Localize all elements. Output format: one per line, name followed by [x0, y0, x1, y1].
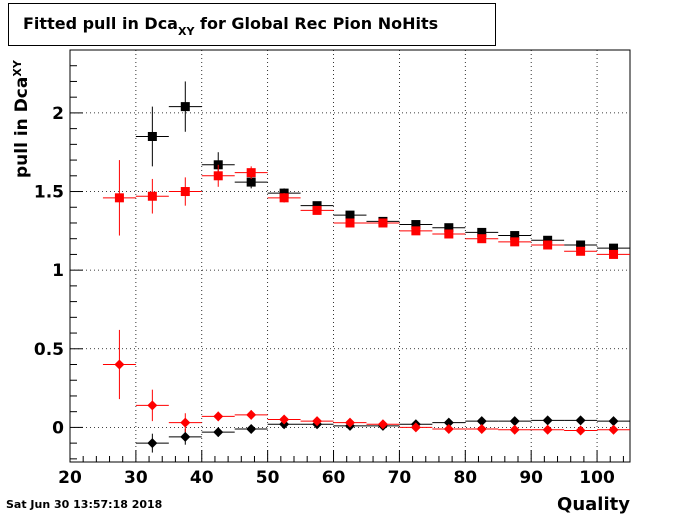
data-point [180, 417, 191, 428]
data-point [312, 416, 323, 427]
data-point [608, 416, 619, 427]
chart-title: Fitted pull in DcaXY for Global Rec Pion… [23, 14, 438, 38]
x-axis-label: Quality [557, 494, 630, 514]
data-point [510, 231, 520, 241]
svg-text:Fitted pull in DcaXY for Globa: Fitted pull in DcaXY for Global Rec Pion… [23, 14, 438, 38]
plot-frame [69, 49, 631, 463]
y-tick-label: 1.5 [34, 183, 64, 203]
data-point [246, 168, 256, 178]
x-tick-label: 40 [190, 468, 214, 488]
data-point [147, 131, 157, 141]
x-tick-label: 100 [579, 468, 615, 488]
title-box: Fitted pull in DcaXY for Global Rec Pion… [8, 3, 496, 46]
y-axis-label-main: pull in Dca [12, 77, 32, 178]
data-point [180, 187, 190, 197]
y-tick-label: 2 [52, 104, 64, 124]
x-tick-label: 70 [388, 468, 412, 488]
data-point [609, 249, 619, 259]
data-point [609, 243, 619, 253]
data-point [575, 425, 586, 436]
data-point [509, 416, 520, 427]
data-point [444, 223, 454, 233]
data-point [279, 193, 289, 203]
series-2 [102, 160, 630, 259]
data-point [510, 237, 520, 247]
data-point [377, 419, 388, 430]
data-point [608, 424, 619, 435]
x-tick-label: 90 [519, 468, 543, 488]
data-point [213, 427, 224, 438]
x-tick-label: 80 [453, 468, 477, 488]
data-point [312, 201, 322, 211]
data-point [575, 415, 586, 426]
title-main: Fitted pull in Dca [23, 14, 178, 33]
data-point [147, 400, 158, 411]
series-4 [102, 329, 630, 436]
data-point [114, 193, 124, 203]
data-point [476, 416, 487, 427]
data-point [147, 191, 157, 201]
y-tick-label: 0 [52, 418, 64, 438]
y-axis-label: pull in DcaXY [11, 59, 32, 178]
data-point [147, 438, 158, 449]
x-tick-label: 60 [322, 468, 346, 488]
data-point [542, 415, 553, 426]
data-points [102, 81, 630, 453]
timestamp: Sat Jun 30 13:57:18 2018 [6, 498, 163, 511]
data-point [246, 409, 257, 420]
grid-lines [70, 50, 630, 462]
x-tick-label: 20 [58, 468, 82, 488]
data-point [542, 424, 553, 435]
x-tick-label: 30 [124, 468, 148, 488]
data-point [477, 234, 487, 244]
data-point [180, 102, 190, 112]
title-subscript: XY [178, 25, 195, 38]
data-point [576, 246, 586, 256]
title-rest: for Global Rec Pion NoHits [194, 14, 438, 33]
axis-ticks: 20 30 40 50 60 70 80 90 100 0 0.5 1 1.5 2 [34, 49, 624, 488]
data-point [114, 359, 125, 370]
data-point [246, 423, 257, 434]
data-point [279, 414, 290, 425]
data-point [477, 227, 487, 237]
data-point [345, 210, 355, 220]
data-point [476, 423, 487, 434]
data-point [411, 220, 421, 230]
data-point [509, 424, 520, 435]
data-point [312, 205, 322, 215]
data-point [345, 417, 355, 428]
data-point [543, 235, 553, 245]
data-point [246, 177, 256, 187]
data-point [213, 171, 223, 181]
data-point [410, 422, 421, 433]
data-point [213, 411, 224, 422]
data-point [378, 218, 388, 228]
data-point [411, 226, 421, 236]
data-point [180, 431, 191, 442]
data-point [443, 423, 454, 434]
y-tick-label: 1 [52, 261, 64, 281]
y-axis-label-subscript: XY [11, 59, 24, 76]
x-tick-label: 50 [256, 468, 280, 488]
data-point [444, 229, 454, 239]
y-tick-label: 0.5 [34, 340, 64, 360]
data-point [345, 218, 355, 228]
data-point [543, 240, 553, 250]
data-point [576, 240, 586, 250]
data-point [443, 417, 454, 428]
